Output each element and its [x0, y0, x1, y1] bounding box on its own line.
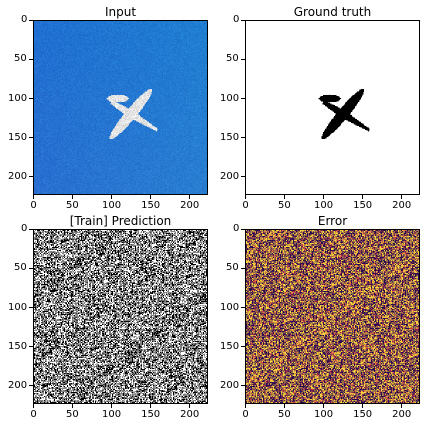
x-tick — [283, 404, 285, 408]
x-tick — [150, 195, 152, 199]
y-tick — [241, 176, 245, 178]
x-tick-label: 50 — [65, 200, 79, 211]
y-tick-label: 100 — [220, 301, 240, 313]
y-tick-label: 100 — [220, 92, 240, 104]
ground-truth-image — [246, 21, 419, 194]
x-tick-label: 0 — [242, 200, 249, 211]
y-tick — [29, 98, 33, 100]
error-image-frame — [245, 229, 420, 404]
y-tick — [241, 228, 245, 230]
x-tick-label: 200 — [180, 409, 200, 420]
y-tick-label: 0 — [21, 14, 28, 26]
y-tick — [29, 58, 33, 60]
y-tick-label: 50 — [226, 53, 239, 65]
y-tick — [241, 307, 245, 309]
y-tick — [241, 19, 245, 21]
x-tick — [362, 195, 364, 199]
y-tick-label: 50 — [226, 262, 239, 274]
x-tick — [189, 404, 191, 408]
y-tick-label: 150 — [220, 131, 240, 143]
x-tick — [111, 404, 113, 408]
x-tick-label: 200 — [180, 200, 200, 211]
x-tick-label: 100 — [102, 409, 122, 420]
x-tick — [401, 195, 403, 199]
x-tick — [401, 404, 403, 408]
panel-title: [Train] Prediction — [69, 214, 172, 228]
x-tick-label: 0 — [30, 200, 37, 211]
y-tick-label: 150 — [8, 340, 28, 352]
x-tick-label: 150 — [353, 409, 373, 420]
x-tick-label: 200 — [392, 409, 412, 420]
prediction-image — [34, 230, 207, 403]
y-tick-label: 0 — [233, 14, 240, 26]
y-tick — [29, 307, 33, 309]
y-tick-label: 150 — [8, 131, 28, 143]
y-tick-label: 200 — [8, 379, 28, 391]
x-tick — [323, 195, 325, 199]
prediction-image-frame — [33, 229, 208, 404]
y-tick — [29, 385, 33, 387]
y-tick-label: 0 — [233, 223, 240, 235]
y-tick — [241, 58, 245, 60]
y-tick — [29, 228, 33, 230]
x-tick — [32, 404, 34, 408]
x-tick — [323, 404, 325, 408]
x-tick-label: 50 — [277, 409, 291, 420]
y-tick-label: 200 — [220, 379, 240, 391]
y-tick — [241, 98, 245, 100]
panel-title: Ground truth — [293, 5, 372, 19]
input-image — [34, 21, 207, 194]
x-tick — [189, 195, 191, 199]
y-tick-label: 200 — [220, 170, 240, 182]
y-tick — [29, 267, 33, 269]
x-tick-label: 0 — [242, 409, 249, 420]
x-tick — [244, 195, 246, 199]
x-tick-label: 50 — [277, 200, 291, 211]
x-tick — [32, 195, 34, 199]
x-tick — [244, 404, 246, 408]
x-tick — [150, 404, 152, 408]
y-tick-label: 0 — [21, 223, 28, 235]
x-tick — [71, 195, 73, 199]
x-tick-label: 50 — [65, 409, 79, 420]
x-tick-label: 100 — [102, 200, 122, 211]
x-tick — [71, 404, 73, 408]
y-tick-label: 150 — [220, 340, 240, 352]
ground-truth-image-frame — [245, 20, 420, 195]
x-tick-label: 100 — [314, 200, 334, 211]
input-image-frame — [33, 20, 208, 195]
y-tick — [241, 385, 245, 387]
y-tick-label: 50 — [14, 53, 27, 65]
y-tick-label: 200 — [8, 170, 28, 182]
x-tick-label: 0 — [30, 409, 37, 420]
x-tick-label: 150 — [141, 409, 161, 420]
panel-title: Input — [104, 5, 137, 19]
x-tick-label: 200 — [392, 200, 412, 211]
x-tick-label: 100 — [314, 409, 334, 420]
error-image — [246, 230, 419, 403]
y-tick — [241, 267, 245, 269]
x-tick-label: 150 — [141, 200, 161, 211]
x-tick — [111, 195, 113, 199]
x-tick-label: 150 — [353, 200, 373, 211]
y-tick-label: 50 — [14, 262, 27, 274]
y-tick-label: 100 — [8, 301, 28, 313]
y-tick-label: 100 — [8, 92, 28, 104]
x-tick — [362, 404, 364, 408]
y-tick — [29, 19, 33, 21]
y-tick — [241, 137, 245, 139]
x-tick — [283, 195, 285, 199]
y-tick — [241, 346, 245, 348]
panel-title: Error — [317, 214, 348, 228]
y-tick — [29, 176, 33, 178]
y-tick — [29, 346, 33, 348]
y-tick — [29, 137, 33, 139]
